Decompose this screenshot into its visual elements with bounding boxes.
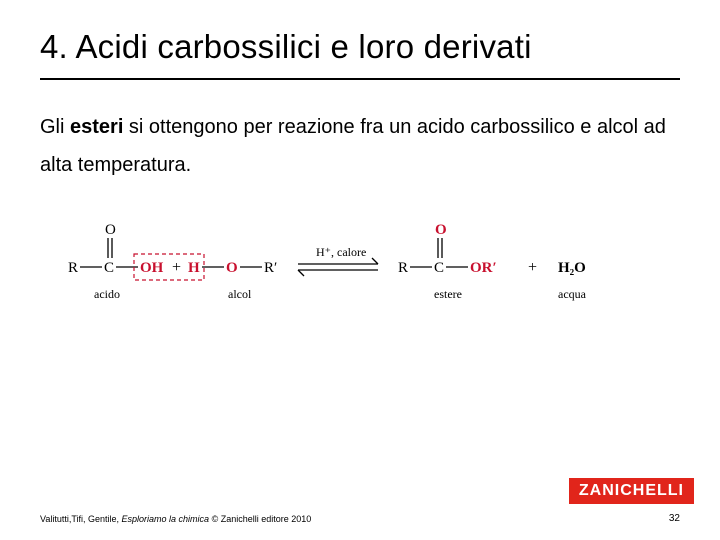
body-post: si ottengono per reazione fra un acido c… <box>40 116 666 176</box>
water: H₂O <box>558 260 586 276</box>
slide: 4. Acidi carbossilici e loro derivati Gl… <box>0 0 720 540</box>
acid-OH: OH <box>140 260 164 276</box>
body-bold: esteri <box>70 116 123 138</box>
label-water: acqua <box>558 287 587 301</box>
footer-title: Esploriamo la chimica <box>122 514 210 524</box>
page-number: 32 <box>669 513 680 524</box>
acid-R: R <box>68 260 78 276</box>
reaction-diagram: R C O OH + H O R′ acido alcol H⁺, calore <box>58 214 658 334</box>
equilibrium-arrow <box>298 258 378 276</box>
acid-C: C <box>104 260 114 276</box>
alcohol-H: H <box>188 260 200 276</box>
footer-citation: Valitutti,Tifi, Gentile, Esploriamo la c… <box>40 514 311 524</box>
body-pre: Gli <box>40 116 70 138</box>
alcohol-Rprime: R′ <box>264 260 277 276</box>
publisher-logo: ZANICHELLI <box>569 478 694 504</box>
alcohol-O: O <box>226 260 238 276</box>
footer-rest: © Zanichelli editore 2010 <box>209 514 311 524</box>
label-ester: estere <box>434 287 462 301</box>
ester-C: C <box>434 260 444 276</box>
acid-O-double: O <box>105 222 116 238</box>
footer-authors: Valitutti,Tifi, Gentile, <box>40 514 122 524</box>
ester-OR: OR′ <box>470 260 497 276</box>
body-text: Gli esteri si ottengono per reazione fra… <box>40 108 680 184</box>
label-alcohol: alcol <box>228 287 252 301</box>
title-rule <box>40 78 680 80</box>
ester-O-double: O <box>435 222 447 238</box>
label-acid: acido <box>94 287 120 301</box>
slide-title: 4. Acidi carbossilici e loro derivati <box>40 28 532 66</box>
plus-1: + <box>172 259 181 276</box>
ester-R: R <box>398 260 408 276</box>
arrow-label: H⁺, calore <box>316 245 366 259</box>
plus-2: + <box>528 259 537 276</box>
